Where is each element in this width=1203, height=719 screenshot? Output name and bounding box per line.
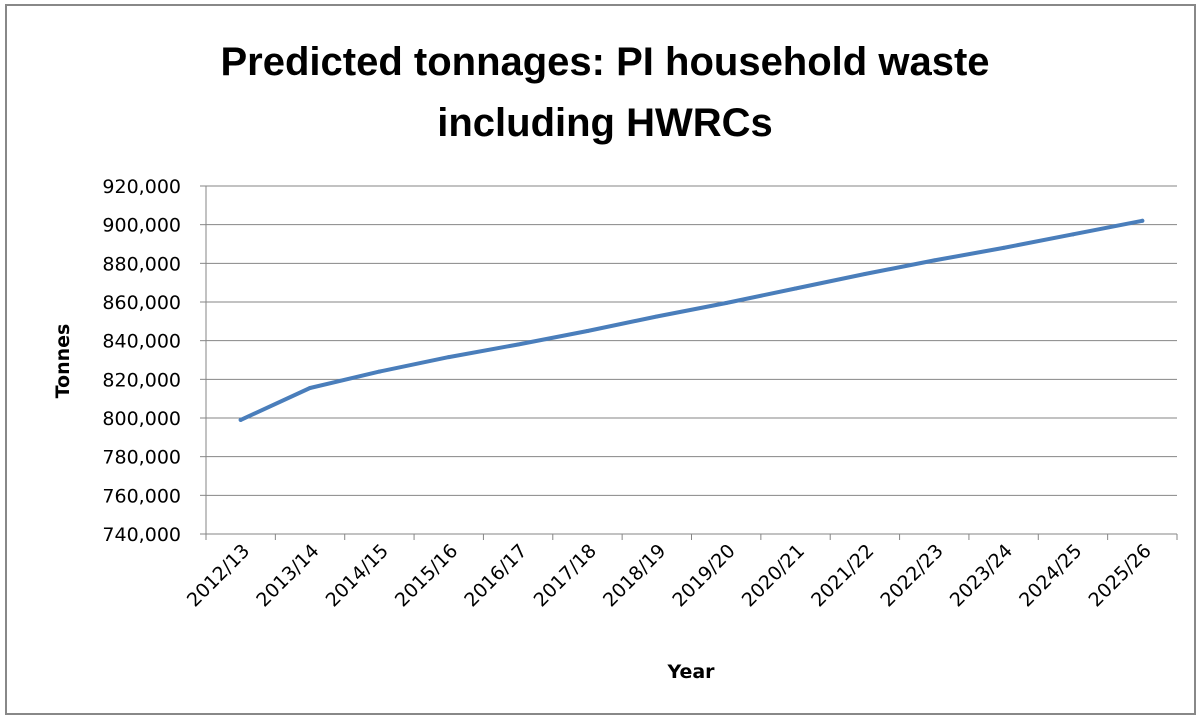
x-axis-title: Year [666,661,715,683]
data-point [1070,232,1075,237]
y-tick-label: 920,000 [102,176,181,198]
x-tick-label: 2012/13 [183,540,254,611]
x-tick-label: 2014/15 [322,540,393,611]
x-tick-label: 2020/21 [738,540,809,611]
x-tick-labels: 2012/132013/142014/152015/162016/172017/… [183,534,1178,611]
y-tick-label: 800,000 [102,408,181,430]
y-tick-label: 900,000 [102,215,181,237]
data-point [793,286,798,291]
data-point [1001,245,1006,250]
x-tick-label: 2016/17 [460,540,531,611]
chart-title: Predicted tonnages: PI household waste i… [220,40,989,145]
data-point [654,314,659,319]
chart-frame [5,4,1196,715]
data-point [446,355,451,360]
data-point [585,329,590,333]
x-tick-label: 2022/23 [876,540,947,611]
data-point [724,300,729,305]
series-line [238,218,1145,422]
y-tick-label: 840,000 [102,331,181,353]
axes [205,186,1177,535]
y-tick-labels: 740,000 760,000 780,000 800,000 820,000 840,0… [102,176,206,546]
chart-title-line-2: including HWRCs [437,101,773,145]
x-tick-label: 2024/25 [1015,540,1086,611]
x-tick-label: 2019/20 [668,540,739,611]
y-tick-label: 880,000 [102,253,181,275]
x-tick-label: 2021/22 [807,540,878,611]
x-tick-label: 2023/24 [946,540,1017,611]
x-tick-label: 2017/18 [530,540,601,611]
y-gridlines [206,185,1177,496]
y-tick-label: 760,000 [102,485,181,507]
chart-title-line-1: Predicted tonnages: PI household waste [220,40,989,84]
data-point [308,386,313,391]
series-layer [238,218,1145,422]
x-tick-label: 2013/14 [252,540,323,611]
y-tick-label: 780,000 [102,447,181,469]
data-point [238,417,243,422]
x-tick-label: 2025/26 [1084,540,1155,611]
data-point [1140,218,1145,223]
data-point [377,369,382,374]
x-tick-label: 2015/16 [391,540,462,611]
y-axis-title: Tonnes [52,324,74,399]
y-tick-label: 740,000 [102,524,181,546]
data-point [516,342,521,347]
x-tick-label: 2018/19 [599,540,670,611]
y-tick-label: 820,000 [102,369,181,391]
data-point [862,271,867,276]
y-tick-label: 860,000 [102,292,181,314]
data-point [932,258,937,263]
